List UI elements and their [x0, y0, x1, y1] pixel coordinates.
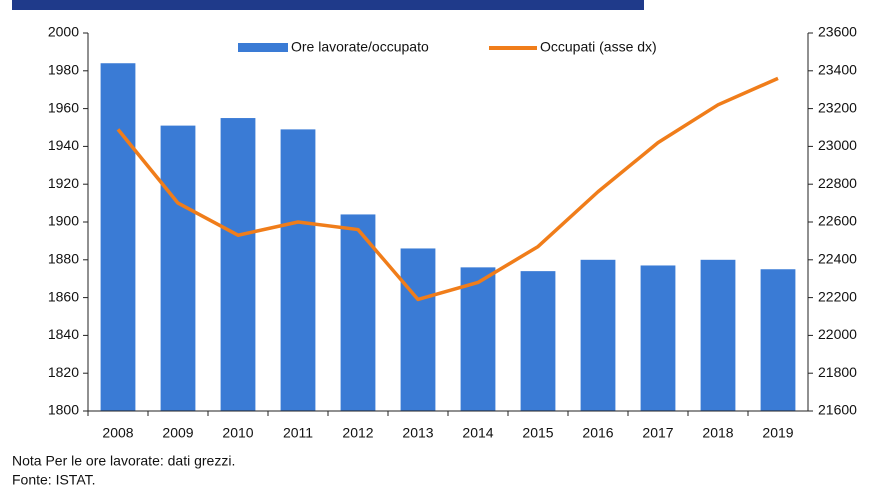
y-tick-label: 1900 [48, 213, 79, 229]
x-tick-label: 2019 [762, 425, 793, 441]
bar [640, 265, 676, 411]
legend-label: Ore lavorate/occupato [291, 39, 429, 55]
y-tick-label: 2000 [48, 24, 79, 40]
x-tick-label: 2014 [462, 425, 493, 441]
y2-tick-label: 22600 [818, 213, 857, 229]
bar [160, 125, 196, 412]
y-tick-label: 1980 [48, 62, 79, 78]
line [116, 76, 779, 302]
bar [460, 267, 496, 411]
y2-tick-label: 23200 [818, 99, 857, 115]
bar [700, 259, 736, 411]
x-tick-label: 2013 [402, 425, 433, 441]
x-tick-label: 2017 [642, 425, 673, 441]
y2-tick-label: 22400 [818, 251, 857, 267]
y2-tick-label: 21800 [818, 364, 857, 380]
y-tick-label: 1880 [48, 251, 79, 267]
y-tick-label: 1800 [48, 402, 79, 418]
y-tick-label: 1960 [48, 99, 79, 115]
x-tick-label: 2008 [102, 425, 133, 441]
y2-tick-label: 23400 [818, 62, 857, 78]
x-tick-label: 2015 [522, 425, 553, 441]
x-tick-label: 2016 [582, 425, 613, 441]
y2-tick-label: 21600 [818, 402, 857, 418]
x-tick-label: 2012 [342, 425, 373, 441]
x-tick-label: 2010 [222, 425, 253, 441]
x-tick-label: 2009 [162, 425, 193, 441]
x-tick-label: 2018 [702, 425, 733, 441]
y2-tick-label: 23600 [818, 24, 857, 40]
legend-swatch [238, 43, 288, 52]
y2-tick-label: 23000 [818, 137, 857, 153]
header-band [12, 0, 644, 10]
y-tick-label: 1940 [48, 137, 79, 153]
bar [100, 63, 136, 412]
y2-tick-label: 22200 [818, 288, 857, 304]
bar [340, 214, 376, 411]
y-tick-label: 1920 [48, 175, 79, 191]
legend-label: Occupati (asse dx) [540, 39, 657, 55]
bar [220, 118, 256, 412]
source: Fonte: ISTAT. [12, 472, 96, 488]
note: Nota Per le ore lavorate: dati grezzi. [12, 453, 235, 469]
y2-tick-label: 22800 [818, 175, 857, 191]
bar [280, 129, 316, 411]
x-tick-label: 2011 [283, 425, 313, 441]
bar [760, 269, 796, 411]
bar [520, 271, 556, 411]
y-tick-label: 1840 [48, 326, 79, 342]
y2-tick-label: 22000 [818, 326, 857, 342]
y-tick-label: 1860 [48, 288, 79, 304]
bar [580, 259, 616, 411]
bar [400, 248, 436, 411]
y-tick-label: 1820 [48, 364, 79, 380]
